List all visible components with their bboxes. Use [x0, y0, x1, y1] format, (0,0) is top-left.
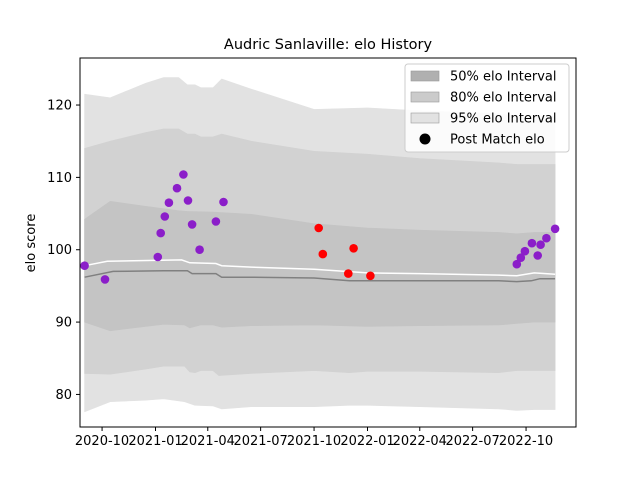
post-match-point: [183, 196, 193, 205]
y-axis-ticks: 80 90 100 110 120: [47, 99, 80, 403]
x-tick-label: 2021-07: [233, 434, 287, 449]
y-axis-label: elo score: [24, 214, 39, 273]
x-tick-label: 2021-04: [181, 434, 235, 449]
x-tick-label: 2022-07: [445, 434, 499, 449]
post-match-point: [550, 224, 560, 234]
x-tick-label: 2021-01: [128, 434, 182, 449]
post-match-point: [542, 233, 551, 243]
post-match-point: [187, 220, 197, 229]
y-tick-label: 100: [47, 243, 72, 258]
x-tick-label: 2020-10: [75, 434, 129, 449]
legend-label: 50% elo Interval: [450, 70, 557, 85]
y-tick-label: 110: [47, 171, 72, 186]
post-match-point: [527, 238, 537, 248]
legend-swatch-95-elo-interval: [410, 112, 440, 124]
y-tick-label: 120: [47, 99, 72, 114]
post-match-point: [318, 249, 328, 259]
mean-line: [84, 259, 556, 277]
interval-bands: [84, 77, 556, 413]
legend: 50% elo Interval 80% elo Interval 95% elo …: [404, 63, 570, 153]
x-tick-label: 2021-10: [287, 434, 341, 449]
post-match-point: [80, 261, 89, 271]
post-match-point: [153, 252, 163, 262]
post-match-point: [314, 223, 324, 233]
post-match-point: [179, 170, 188, 179]
legend-box: [404, 63, 570, 153]
x-tick-label: 2022-10: [499, 434, 553, 449]
post-match-point: [195, 245, 204, 254]
legend-swatch-50-elo-interval: [410, 70, 440, 82]
legend-label: 95% elo Interval: [450, 112, 557, 127]
central-lines: [84, 259, 556, 283]
legend-swatch-80-elo-interval: [410, 91, 440, 103]
post-match-point: [219, 197, 228, 207]
post-match-point: [349, 244, 358, 253]
post-match-point: [512, 259, 522, 269]
y-tick-label: 90: [55, 316, 72, 331]
post-match-point: [100, 275, 110, 284]
post-match-point: [156, 228, 165, 238]
x-tick-label: 2022-04: [393, 434, 447, 449]
x-tick-label: 2022-01: [340, 434, 394, 449]
legend-label: Post Match elo: [450, 133, 545, 148]
post-match-point: [516, 253, 526, 262]
chart-title: Audric Sanlaville: elo History: [224, 37, 433, 53]
post-match-point: [520, 246, 530, 256]
legend-label: 80% elo Interval: [450, 91, 557, 106]
post-match-point: [366, 271, 375, 281]
median-line: [84, 269, 556, 283]
band-50-elo-interval: [84, 200, 556, 332]
post-match-point: [344, 269, 353, 278]
post-match-point: [160, 212, 170, 221]
post-match-point: [536, 240, 545, 249]
post-match-point: [533, 251, 542, 260]
y-tick-label: 80: [55, 388, 72, 403]
post-match-point: [164, 198, 174, 207]
post-match-point: [172, 183, 182, 193]
legend-swatch-post-match-elo: [419, 133, 431, 145]
post-match-points: [80, 170, 560, 284]
plot-frame: [79, 57, 577, 428]
post-match-point: [211, 217, 221, 226]
